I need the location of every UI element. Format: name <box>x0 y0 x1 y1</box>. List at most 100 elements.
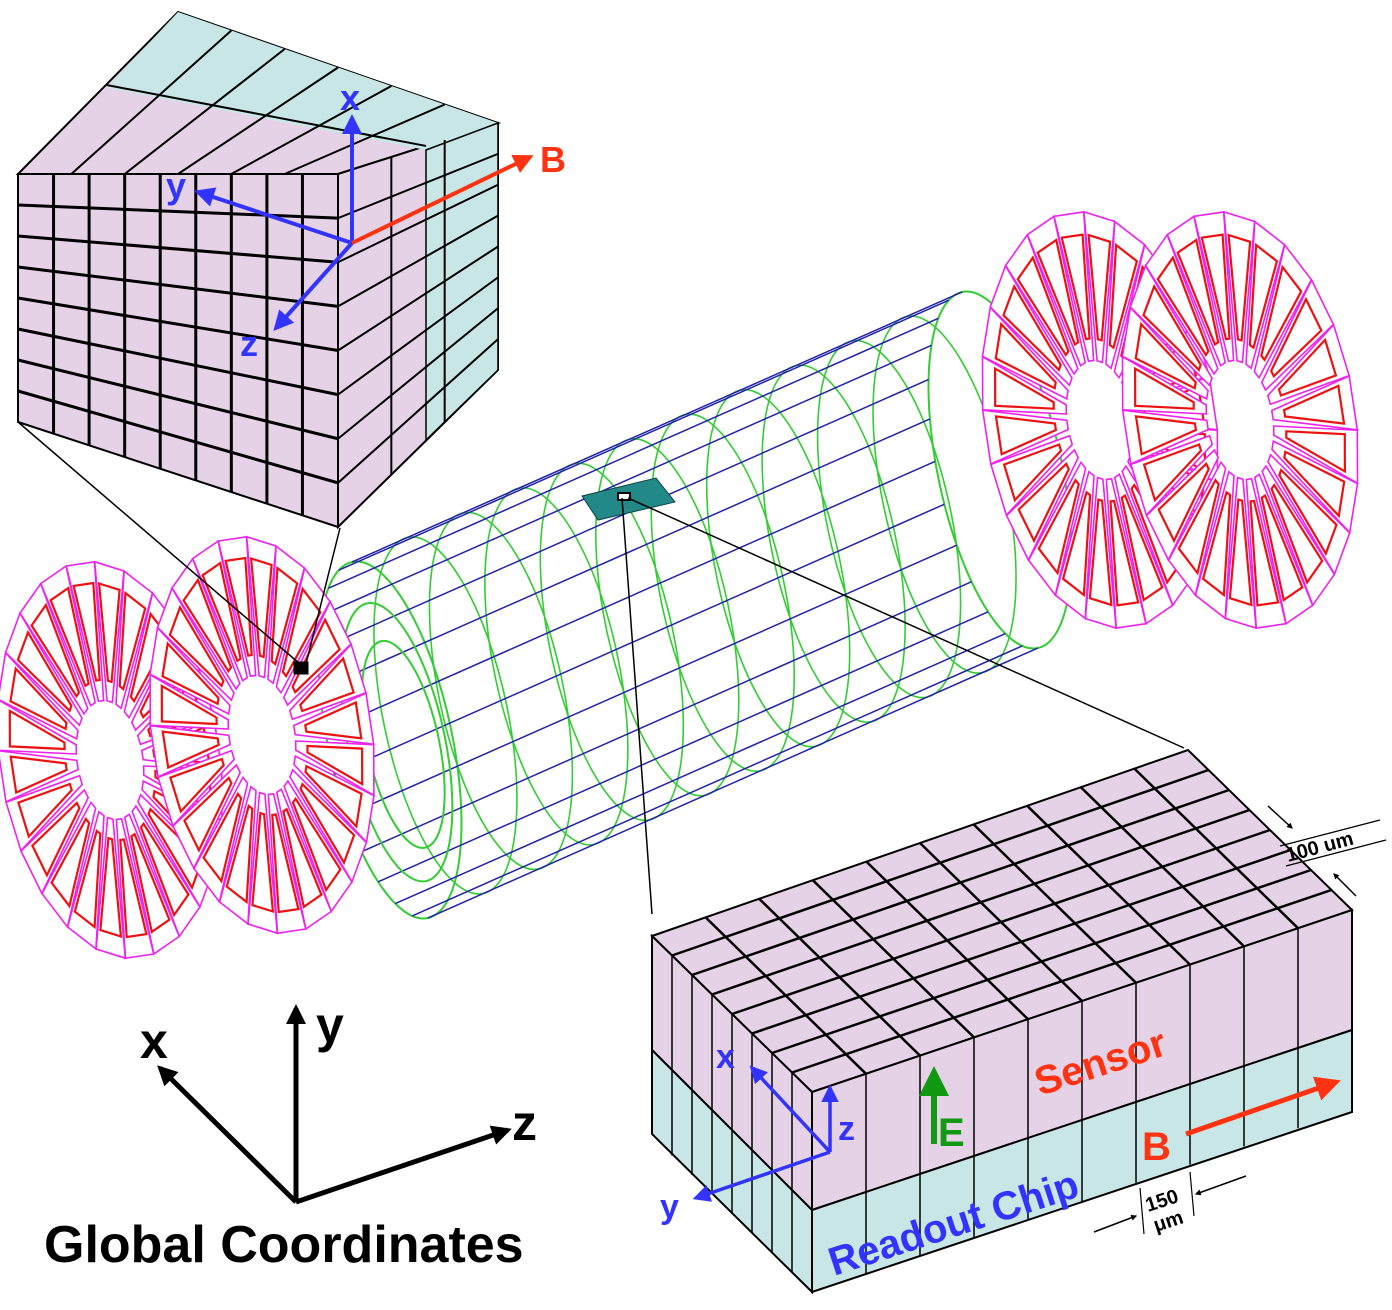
disk-sensor-module <box>1156 255 1210 357</box>
global-coordinates-title: Global Coordinates <box>44 1216 524 1274</box>
disk-sensor-module <box>1177 478 1220 576</box>
disk-sensor-module <box>291 617 341 694</box>
barrel-stave <box>338 299 950 571</box>
cube-top-col <box>70 29 233 175</box>
disk-sensor-module <box>1269 296 1323 379</box>
bottom-x-label: x <box>716 1038 735 1076</box>
disk-sensor-module <box>97 581 121 684</box>
disk-sensor-module <box>306 744 364 787</box>
barrel-stave <box>324 460 936 733</box>
disk-sensor-module <box>1277 337 1338 397</box>
cube-front-row <box>17 296 339 352</box>
cube-right-row <box>337 338 499 484</box>
bottom-y-axis-arrow <box>692 1150 831 1202</box>
disk-sensor-module <box>73 829 102 930</box>
global-axes: x y z Global Coordinates <box>44 997 537 1274</box>
barrel-stave <box>361 581 972 853</box>
barrel-stave <box>346 544 958 816</box>
disk-sensor-module <box>160 683 218 726</box>
bottom-sensor-chip-inset <box>650 748 1354 1295</box>
disk-sensor-module <box>281 586 322 679</box>
barrel-ring <box>594 437 740 797</box>
top-pixel-cube-inset <box>15 10 502 530</box>
barrel-stave <box>427 647 1039 919</box>
disk-sensor-module <box>168 604 225 688</box>
sensor-top-row <box>731 828 1271 1016</box>
zoom-line-top-left <box>17 421 301 665</box>
disk-sensor-module <box>30 602 81 699</box>
disk-sensor-module <box>1002 443 1063 503</box>
top-b-label: B <box>540 139 566 180</box>
disk-sensor-module <box>1270 483 1324 585</box>
disk-sensor-module <box>224 556 253 657</box>
global-z-axis-arrow <box>295 1125 512 1205</box>
disk-sensor-module <box>1283 450 1346 519</box>
disk-sensor-module <box>1036 238 1080 347</box>
barrel-ring <box>761 364 906 723</box>
disk-sensor-module <box>1260 493 1304 602</box>
global-z-label: z <box>512 1095 537 1151</box>
cube-right-row <box>337 214 499 308</box>
disk-sensor-module <box>1120 493 1164 602</box>
disk-sensor-module <box>994 321 1057 390</box>
cube-front-row <box>17 203 339 220</box>
disk-sensor-module <box>993 366 1055 410</box>
zoom-line-bottom-left <box>621 497 653 915</box>
disk-sensor-module <box>99 836 123 939</box>
disk-blade <box>1266 323 1351 406</box>
disk-sensor-module <box>1227 233 1252 342</box>
sensor-top-row <box>671 768 1209 957</box>
bottom-b-field-arrow <box>1185 1076 1341 1137</box>
top-y-axis-arrow <box>194 187 353 245</box>
disk-sensor-module <box>1201 490 1232 598</box>
disk-sensor-module <box>1285 430 1347 474</box>
cube-pixel-grid <box>17 12 499 516</box>
disk-sensor-module <box>1142 283 1202 372</box>
cube-chip-right <box>425 121 499 442</box>
disk-sensor-module <box>270 565 299 666</box>
disk-sensor-module <box>271 813 300 914</box>
disk-sensor-module <box>8 708 66 751</box>
barrel-ring <box>373 536 518 895</box>
sensor-block <box>650 748 1354 1295</box>
disk-sensor-module <box>161 641 220 706</box>
disk-sensor-module <box>1278 468 1338 557</box>
cube-right-row <box>337 307 499 440</box>
sensor-top-row <box>691 788 1230 977</box>
barrel-ring <box>484 487 629 846</box>
bottom-z-label: z <box>838 1110 855 1148</box>
disk-sensor-module <box>118 590 147 691</box>
disk-sensor-module <box>1248 242 1279 350</box>
cube-front-row <box>17 389 339 485</box>
disk-sensor-module <box>1282 384 1346 425</box>
disk-sensor-module <box>130 832 171 934</box>
global-x-axis-arrow <box>157 1065 298 1204</box>
disk-sensor-module <box>139 821 190 918</box>
disk-sensor-module <box>50 816 91 909</box>
disk-sensor-module <box>169 757 225 814</box>
disk-sensor-module <box>1002 283 1062 372</box>
bottom-e-label: E <box>938 1111 965 1155</box>
global-x-label: x <box>140 1013 168 1069</box>
disk-sensor-module <box>182 577 233 674</box>
disk-sensor-module <box>72 581 101 682</box>
cube-top-col <box>177 66 339 175</box>
disk-sensor-module <box>1037 478 1080 576</box>
disk-sensor-module <box>1061 490 1092 598</box>
barrel-stave <box>411 645 1023 917</box>
barrel-ring <box>816 339 962 699</box>
cube-top-col <box>284 103 446 175</box>
barrel-ring <box>650 413 796 773</box>
disk-sensor-module <box>161 730 220 770</box>
disk-sensor-module <box>282 807 323 909</box>
barrel-stave <box>328 317 939 590</box>
sensor-top-row <box>791 888 1332 1074</box>
cube-top-col <box>124 48 286 175</box>
zoom-line-top-right <box>305 527 341 665</box>
disk-sensor-module <box>17 782 73 839</box>
barrel-ring <box>705 388 851 748</box>
forward-disk-left-inner <box>149 535 375 935</box>
bottom-x-axis-arrow <box>749 1065 832 1154</box>
